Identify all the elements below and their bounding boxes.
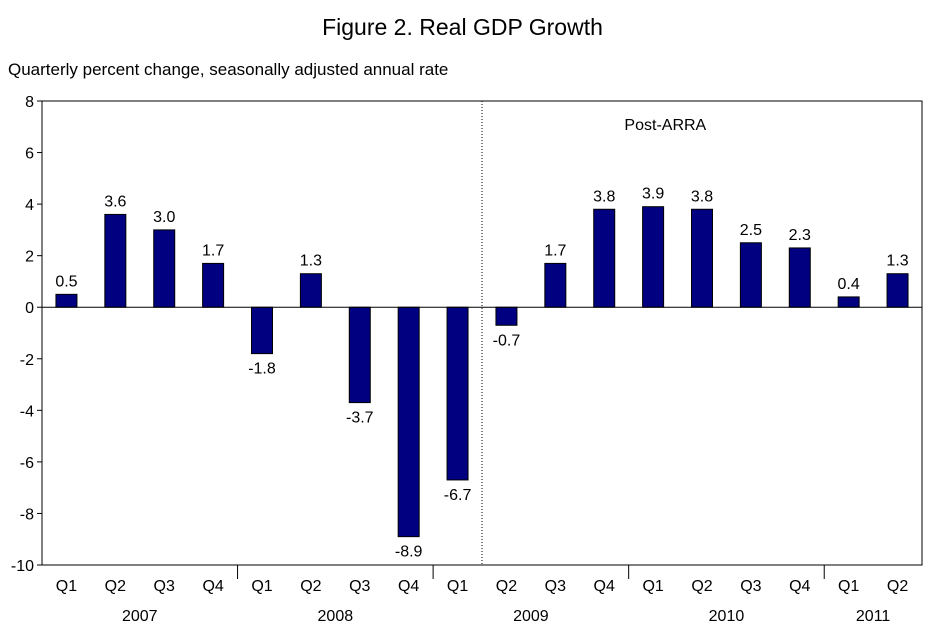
data-label: -6.7 (444, 487, 472, 504)
x-tick-label: Q1 (56, 578, 77, 595)
x-tick-label: Q2 (887, 578, 908, 595)
x-tick-label: Q2 (105, 578, 126, 595)
x-tick-label: Q1 (642, 578, 663, 595)
bar (495, 306, 518, 326)
data-label: 3.8 (593, 188, 615, 205)
data-label: -0.7 (493, 332, 521, 349)
post-arra-annotation: Post-ARRA (624, 117, 706, 134)
year-label: 2010 (709, 608, 745, 624)
y-tick-label: 6 (25, 146, 34, 163)
bar (593, 208, 616, 308)
bar (642, 206, 665, 308)
year-label: 2009 (513, 608, 549, 624)
bar (153, 229, 176, 308)
x-tick-label: Q4 (594, 578, 615, 595)
data-label: -3.7 (346, 410, 374, 427)
year-label: 2008 (318, 608, 354, 624)
x-tick-label: Q1 (251, 578, 272, 595)
bars-group (55, 206, 909, 538)
y-tick-label: -8 (20, 506, 34, 523)
data-label: 3.0 (153, 209, 175, 226)
chart-title: Figure 2. Real GDP Growth (322, 14, 603, 40)
x-tick-label: Q2 (496, 578, 517, 595)
bar (837, 296, 860, 308)
x-tick-label: Q4 (202, 578, 223, 595)
x-tick-label: Q4 (398, 578, 419, 595)
data-label: 1.3 (886, 253, 908, 270)
bar (55, 293, 78, 308)
chart-subtitle: Quarterly percent change, seasonally adj… (8, 60, 449, 79)
data-label: 1.7 (202, 242, 224, 259)
data-label: 2.3 (789, 227, 811, 244)
x-tick-label: Q3 (545, 578, 566, 595)
x-tick-label: Q2 (300, 578, 321, 595)
y-tick-label: 8 (25, 94, 34, 111)
bar (348, 306, 371, 404)
year-label: 2007 (122, 608, 158, 624)
data-label: 3.8 (691, 188, 713, 205)
x-tick-label: Q3 (154, 578, 175, 595)
bar (691, 208, 713, 308)
bar (739, 242, 762, 308)
bar (544, 262, 567, 308)
x-tick-label: Q3 (740, 578, 761, 595)
y-tick-label: -2 (20, 352, 34, 369)
bar (446, 306, 469, 481)
y-tick-label: 0 (25, 300, 34, 317)
data-label: 3.6 (104, 193, 126, 210)
data-label: 0.4 (838, 276, 860, 293)
data-label: -8.9 (395, 544, 423, 561)
year-label: 2011 (856, 608, 891, 624)
x-tick-label: Q4 (789, 578, 810, 595)
bar (886, 273, 909, 308)
labels-group: 8 6 4 2 0 -2 -4 -6 -8 -10 0.5 Q1 3.6 Q2 3.0 Q3 1.7 Q4 -1.8… (11, 94, 909, 624)
x-tick-label: Q2 (691, 578, 712, 595)
bar (251, 306, 273, 355)
bar (104, 213, 127, 308)
axes-group (37, 100, 923, 579)
x-tick-label: Q1 (838, 578, 859, 595)
y-tick-label: -4 (20, 403, 34, 420)
bar (299, 273, 322, 308)
y-tick-label: -6 (20, 455, 34, 472)
x-tick-label: Q3 (349, 578, 370, 595)
y-tick-label: 2 (25, 249, 34, 266)
data-label: 2.5 (740, 222, 762, 239)
bar (397, 306, 420, 538)
y-tick-label: 4 (25, 197, 34, 214)
bar (202, 262, 225, 308)
data-label: 3.9 (642, 186, 664, 203)
y-tick-label: -10 (11, 558, 34, 575)
data-label: 1.3 (300, 253, 322, 270)
data-label: 0.5 (55, 273, 77, 290)
bar (788, 247, 811, 308)
data-label: -1.8 (248, 361, 276, 378)
data-label: 1.7 (544, 242, 566, 259)
x-tick-label: Q1 (447, 578, 468, 595)
